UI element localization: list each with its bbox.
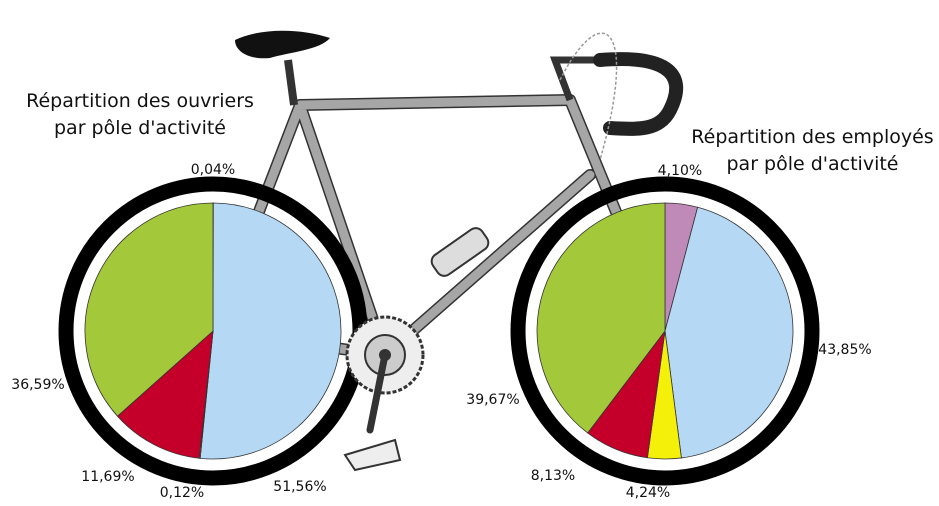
- chart: 0,04%51,56%0,12%11,69%36,59%4,10%43,85%4…: [0, 0, 939, 506]
- value-label: 36,59%: [11, 377, 64, 393]
- value-label: 0,04%: [191, 162, 235, 178]
- chart-title: Répartition des ouvriers par pôle d'acti…: [15, 88, 265, 142]
- value-label: 43,85%: [818, 342, 871, 358]
- pies: [66, 184, 812, 478]
- page: 0,04%51,56%0,12%11,69%36,59%4,10%43,85%4…: [0, 0, 939, 506]
- value-label: 51,56%: [273, 479, 326, 495]
- value-label: 39,67%: [466, 392, 519, 408]
- chart-title: Répartition des employés par pôle d'acti…: [690, 124, 935, 178]
- value-label: 4,24%: [626, 485, 670, 501]
- value-label: 0,12%: [160, 485, 204, 501]
- pie-slice: [200, 203, 341, 459]
- value-label: 11,69%: [81, 469, 134, 485]
- bicycle-front: [345, 317, 423, 470]
- value-label: 8,13%: [531, 468, 575, 484]
